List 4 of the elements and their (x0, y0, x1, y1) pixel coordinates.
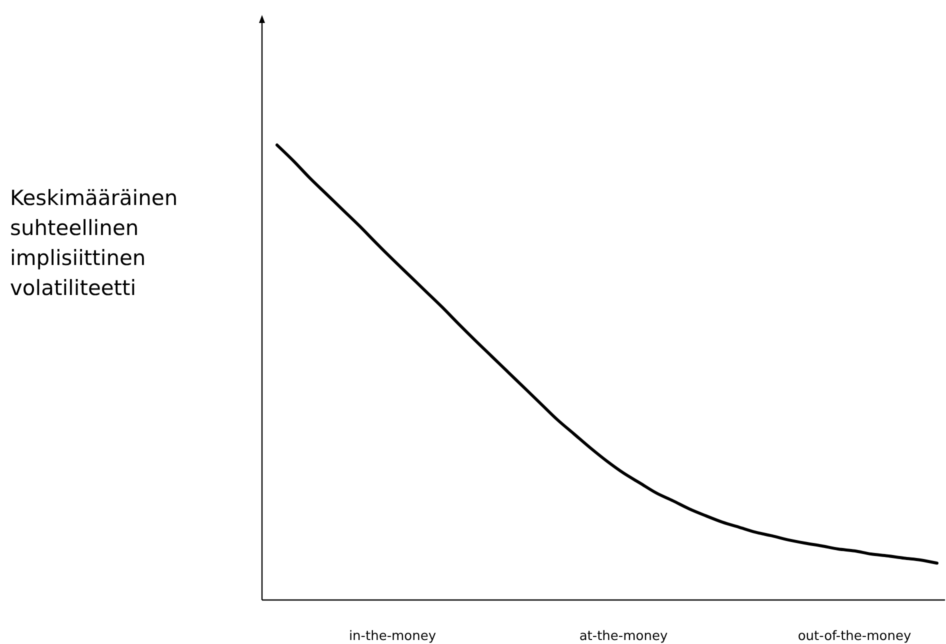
y-axis-title: Keskimääräinen suhteellinen implisiittinen volatiliteetti (10, 186, 178, 300)
x-tick-label: in-the-money (348, 629, 436, 644)
x-tick-label: out-of-the-money (798, 629, 912, 644)
x-tick-label: at-the-money (579, 629, 668, 644)
